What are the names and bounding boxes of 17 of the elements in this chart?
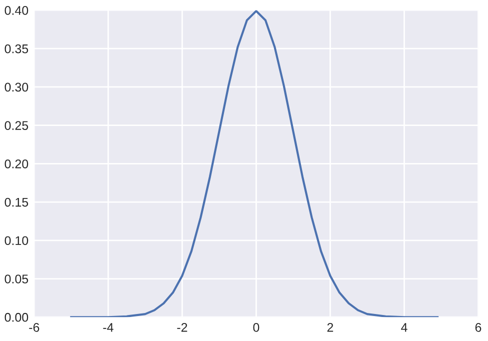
y-tick-label: 0.25 [4,121,28,130]
y-tick-label: 0.00 [4,312,28,322]
x-tick-label: -2 [177,323,188,332]
y-tick-label: 0.05 [4,274,28,284]
x-tick-label: -6 [29,323,40,332]
y-tick-label: 0.20 [4,159,28,168]
x-tick-label: 2 [327,323,334,332]
y-tick-label: 0.10 [4,236,28,246]
y-tick-label: 0.40 [4,6,28,15]
x-tick-label: 6 [475,323,482,332]
y-tick-label: 0.35 [4,44,28,54]
x-tick-label: 4 [401,323,408,332]
x-tick-label: 0 [253,323,260,332]
y-tick-label: 0.15 [4,198,28,207]
x-tick-label: -4 [103,323,114,332]
line-series [70,10,439,318]
y-tick-label: 0.30 [4,82,28,92]
